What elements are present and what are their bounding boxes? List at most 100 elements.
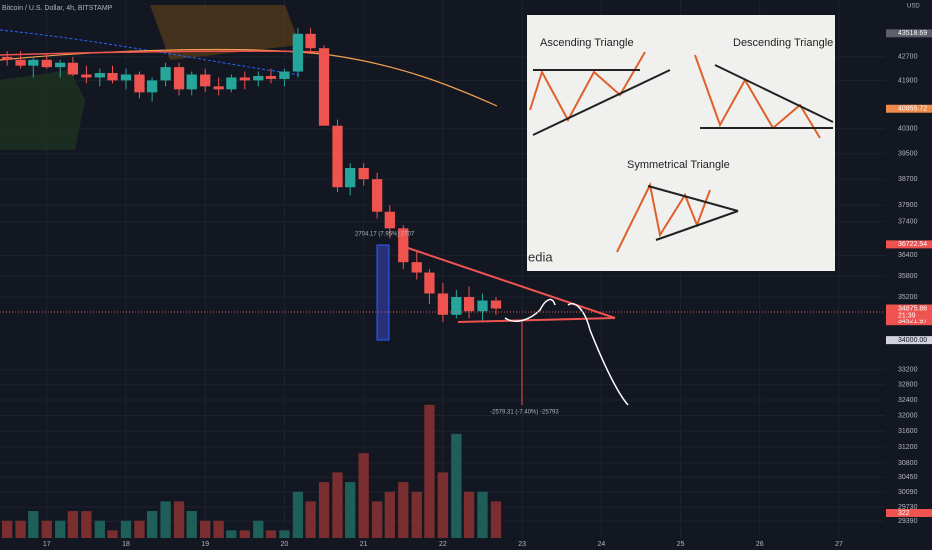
symbol-title: Bitcoin / U.S. Dollar, 4h, BITSTAMP	[2, 5, 113, 12]
candle-body	[200, 74, 211, 87]
volume-bar	[239, 530, 250, 540]
volume-bar	[477, 491, 488, 540]
y-tick-label: 42700	[898, 54, 918, 61]
inset-label: Descending Triangle	[733, 37, 833, 49]
candle-body	[41, 59, 52, 68]
volume-bar	[253, 520, 264, 540]
candle-body	[451, 297, 462, 315]
y-tick-label: 35200	[898, 294, 918, 301]
volume-bar	[490, 501, 502, 540]
price-marker-label: 40955.72	[898, 106, 927, 113]
candle-body	[305, 33, 316, 49]
y-tick-label: 32800	[898, 382, 918, 389]
volume-bar	[292, 491, 304, 540]
candle-body	[411, 262, 422, 273]
candle-body	[265, 75, 277, 79]
countdown-bg	[886, 311, 932, 320]
y-tick-label: 30450	[898, 474, 918, 481]
x-tick-label: 26	[756, 541, 764, 548]
candle-body	[213, 86, 224, 90]
candle-body	[345, 167, 356, 188]
y-tick-label: 29390	[898, 518, 918, 525]
price-marker-label: 34521.97	[898, 318, 927, 325]
candle-body	[477, 300, 488, 312]
volume-bar	[160, 501, 171, 540]
x-tick-label: 21	[360, 541, 368, 548]
y-tick-label: 32000	[898, 412, 918, 419]
candle-body	[173, 67, 185, 90]
inset-bg	[527, 15, 835, 271]
y-tick-label: 37400	[898, 218, 918, 225]
candle-body	[146, 80, 158, 93]
y-tick-label: 30090	[898, 489, 918, 496]
volume-bar	[146, 511, 158, 540]
volume-bar	[424, 404, 435, 540]
axis-labels: 42700 41900 40300 39500 38700 37900 37400 36400…	[43, 29, 932, 548]
candle-body	[1, 56, 13, 60]
y-tick-label: 38700	[898, 176, 918, 183]
volume-bar	[28, 511, 39, 540]
candle-body	[160, 67, 171, 81]
volume-bar	[463, 491, 475, 540]
line	[532, 69, 671, 136]
candle-body	[371, 179, 383, 212]
y-tick-label: 36400	[898, 252, 918, 259]
candle-body	[490, 300, 502, 309]
candle-body	[398, 228, 409, 263]
annotation: 2704.17 (7.95%) 2707	[355, 232, 415, 238]
y-tick-label: 30800	[898, 460, 918, 467]
volume-bar	[55, 520, 66, 540]
time-axis	[0, 538, 885, 550]
price-marker-label: 34000.00	[898, 337, 927, 344]
projection-curve	[504, 298, 629, 406]
line	[647, 185, 739, 212]
x-tick-label: 17	[43, 541, 51, 548]
y-tick-label: 32400	[898, 397, 918, 404]
volume-bar	[94, 520, 105, 540]
inset-label: Symmetrical Triangle	[627, 159, 730, 171]
line	[714, 64, 834, 123]
candle-body	[239, 77, 250, 81]
volume-marker	[886, 509, 932, 517]
cloud-down	[0, 70, 85, 150]
candle-body	[28, 59, 39, 66]
zigzag	[616, 181, 711, 253]
line	[655, 210, 739, 241]
candle-body	[134, 74, 145, 93]
volume-bar	[358, 453, 369, 540]
x-tick-label: 25	[677, 541, 685, 548]
inset-label: Ascending Triangle	[540, 37, 634, 49]
volume-bar	[173, 501, 185, 540]
price-marker	[886, 304, 932, 313]
x-tick-label: 18	[122, 541, 130, 548]
y-tick-label: 31200	[898, 444, 918, 451]
candle-body	[120, 74, 132, 81]
currency: USD	[907, 4, 920, 10]
inset-image: Ascending Triangle Descending Triangle S…	[527, 15, 835, 271]
y-tick-label: 29730	[898, 504, 918, 511]
candle-body	[94, 73, 105, 78]
candles	[1, 28, 502, 322]
price-marker-label: 34875.86	[898, 305, 927, 312]
volume-bar	[200, 520, 211, 540]
y-tick-label: 33200	[898, 367, 918, 374]
candle-body	[15, 59, 26, 66]
volume-bar	[81, 511, 92, 540]
volume-bar	[213, 520, 224, 540]
volume-bar	[134, 520, 145, 540]
volume-bar	[451, 433, 462, 540]
annotation: -2579.31 (-7.40%) -25793	[490, 410, 559, 416]
volume-bars	[1, 404, 502, 540]
volume-bar	[411, 491, 422, 540]
candle-body	[332, 125, 343, 188]
volume-bar	[398, 482, 409, 540]
volume-bar	[186, 511, 197, 540]
volume-bar	[226, 530, 237, 540]
candle-body	[253, 75, 264, 81]
volume-bar	[371, 501, 383, 540]
y-tick-label: 41900	[898, 77, 918, 84]
triangle-top	[404, 246, 616, 319]
volume-marker-label: 322	[898, 510, 910, 517]
y-tick-label: 40300	[898, 126, 918, 133]
